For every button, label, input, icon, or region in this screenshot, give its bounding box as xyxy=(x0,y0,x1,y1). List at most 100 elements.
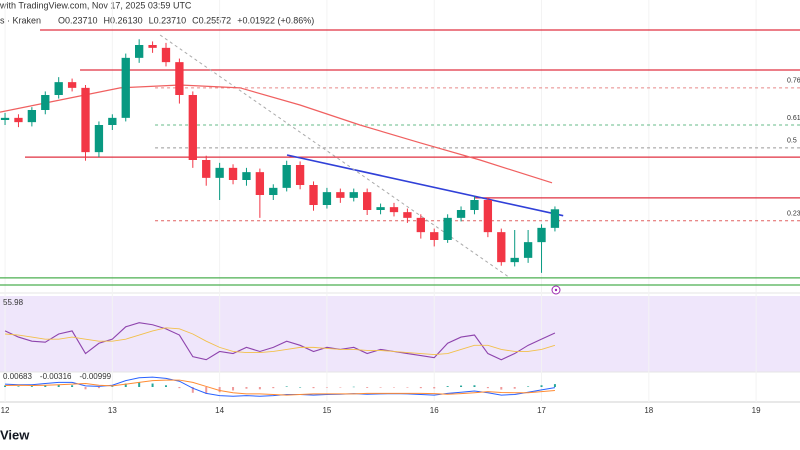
indicator-label: -0.00316 xyxy=(40,372,72,381)
histogram-bar xyxy=(513,387,516,389)
histogram-bar xyxy=(245,387,248,389)
candle-body xyxy=(389,207,399,213)
histogram-bar xyxy=(151,383,154,387)
histogram-bar xyxy=(191,387,194,393)
candle-body xyxy=(108,117,117,125)
candle-body xyxy=(269,187,278,195)
x-tick-label: 12 xyxy=(1,406,10,415)
x-tick-label: 14 xyxy=(215,406,224,415)
candle-body xyxy=(202,160,211,178)
candle-body xyxy=(242,172,251,180)
candle-body xyxy=(161,47,171,63)
brand: View xyxy=(0,427,30,442)
candle-body xyxy=(403,212,412,218)
candle-body xyxy=(295,165,305,185)
rsi-pane xyxy=(0,296,800,372)
ohlc-value: +0.01922 (+0.86%) xyxy=(237,15,314,25)
histogram-bar xyxy=(299,387,302,388)
candle-body xyxy=(443,217,452,240)
histogram-bar xyxy=(124,383,127,387)
event-marker-dot xyxy=(554,288,558,292)
ohlc-value: C0.25572 xyxy=(192,15,231,25)
candle-body xyxy=(135,45,144,58)
histogram-bar xyxy=(205,387,208,394)
histogram-bar xyxy=(406,387,409,388)
candle-body xyxy=(255,172,265,195)
histogram-bar xyxy=(500,387,503,390)
candle-body xyxy=(94,125,104,153)
candle-body xyxy=(349,192,358,198)
histogram-bar xyxy=(473,385,476,387)
moving-average xyxy=(0,84,553,184)
candle-body xyxy=(215,167,224,178)
candle-body xyxy=(282,165,291,188)
histogram-bar xyxy=(339,387,342,388)
candle-body xyxy=(188,95,197,160)
x-tick-label: 18 xyxy=(644,406,653,415)
candle-body xyxy=(523,242,533,258)
candle-body xyxy=(416,217,425,233)
histogram-bar xyxy=(71,385,74,387)
candle-body xyxy=(14,117,23,123)
candle-body xyxy=(148,45,157,48)
histogram-bar xyxy=(419,387,422,389)
candle-body xyxy=(497,232,506,263)
indicator-line xyxy=(4,322,556,361)
x-tick-label: 15 xyxy=(322,406,331,415)
indicator-line xyxy=(5,379,555,396)
candle-body xyxy=(537,227,546,243)
fib-label: 0.76 xyxy=(787,78,800,85)
candle-body xyxy=(430,232,439,240)
histogram-bar xyxy=(17,386,20,387)
indicator-label: -0.00999 xyxy=(80,372,112,381)
trend-line xyxy=(286,154,564,217)
histogram-bar xyxy=(138,382,141,387)
candle-body xyxy=(27,110,37,123)
histogram-bar xyxy=(352,386,355,388)
histogram-bar xyxy=(433,387,436,389)
histogram-bar xyxy=(540,385,543,387)
plot: 12 13 14 15 16 17 18 19 0.76 0.61 0.5 0.23 55.98 0.00… xyxy=(0,0,800,415)
candle-body xyxy=(309,185,318,205)
candle-body xyxy=(322,192,332,205)
candle-body xyxy=(363,192,372,210)
fib-label: 0.61 xyxy=(787,115,800,122)
histogram-bar xyxy=(460,385,463,387)
candle-body xyxy=(121,57,130,118)
candle-body xyxy=(456,210,466,218)
indicator-label: 55.98 xyxy=(3,298,24,307)
candle-body xyxy=(510,257,519,263)
fib-label: 0.5 xyxy=(787,138,797,145)
candle-body xyxy=(0,117,10,120)
x-tick-label: 19 xyxy=(752,406,761,415)
ohlc-value: L0.23710 xyxy=(149,15,187,25)
histogram-bar xyxy=(4,385,7,387)
ohlc-value: H0.26130 xyxy=(104,15,143,25)
candle-body xyxy=(228,167,238,180)
candle-body xyxy=(41,95,50,110)
candle-body xyxy=(376,207,385,210)
histogram-bar xyxy=(553,384,556,387)
candle-body xyxy=(470,200,479,210)
histogram-bar xyxy=(258,387,261,390)
histogram-bar xyxy=(44,385,47,387)
histogram-bar xyxy=(232,387,235,391)
histogram-bar xyxy=(527,386,530,387)
candle-body xyxy=(54,82,63,95)
histogram-bar xyxy=(178,387,181,389)
histogram-bar xyxy=(218,387,221,393)
symbol-source: s · Kraken xyxy=(0,15,41,25)
indicator-line xyxy=(5,327,556,356)
x-tick-label: 17 xyxy=(537,406,546,415)
candle-body xyxy=(550,209,560,228)
histogram-bar xyxy=(164,385,167,387)
histogram-bar xyxy=(486,387,489,389)
histogram-bar xyxy=(366,387,369,388)
candle-body xyxy=(81,87,90,153)
histogram-bar xyxy=(272,387,275,389)
x-tick-label: 16 xyxy=(430,406,439,415)
fib-label: 0.23 xyxy=(787,211,800,218)
ohlc-value: O0.23710 xyxy=(58,15,98,25)
histogram-bar xyxy=(57,384,60,387)
